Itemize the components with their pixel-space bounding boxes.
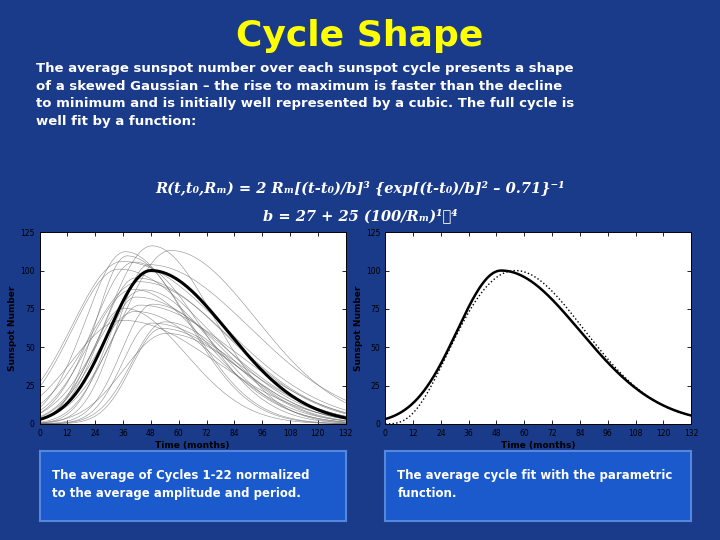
Text: Cycle Shape: Cycle Shape bbox=[236, 19, 484, 53]
X-axis label: Time (months): Time (months) bbox=[156, 441, 230, 449]
Text: The average cycle fit with the parametric
function.: The average cycle fit with the parametri… bbox=[397, 469, 672, 500]
Text: The average of Cycles 1-22 normalized
to the average amplitude and period.: The average of Cycles 1-22 normalized to… bbox=[52, 469, 310, 500]
Y-axis label: Sunspot Number: Sunspot Number bbox=[354, 285, 363, 371]
Text: R(t,t₀,Rₘ) = 2 Rₘ[(t-t₀)/b]³ {exp[(t-t₀)/b]² – 0.71}⁻¹: R(t,t₀,Rₘ) = 2 Rₘ[(t-t₀)/b]³ {exp[(t-t₀)… bbox=[156, 181, 564, 196]
Text: The average sunspot number over each sunspot cycle presents a shape
of a skewed : The average sunspot number over each sun… bbox=[36, 62, 575, 127]
Y-axis label: Sunspot Number: Sunspot Number bbox=[9, 285, 17, 371]
X-axis label: Time (months): Time (months) bbox=[501, 441, 575, 449]
Text: b = 27 + 25 (100/Rₘ)¹ᐟ⁴: b = 27 + 25 (100/Rₘ)¹ᐟ⁴ bbox=[263, 208, 457, 222]
